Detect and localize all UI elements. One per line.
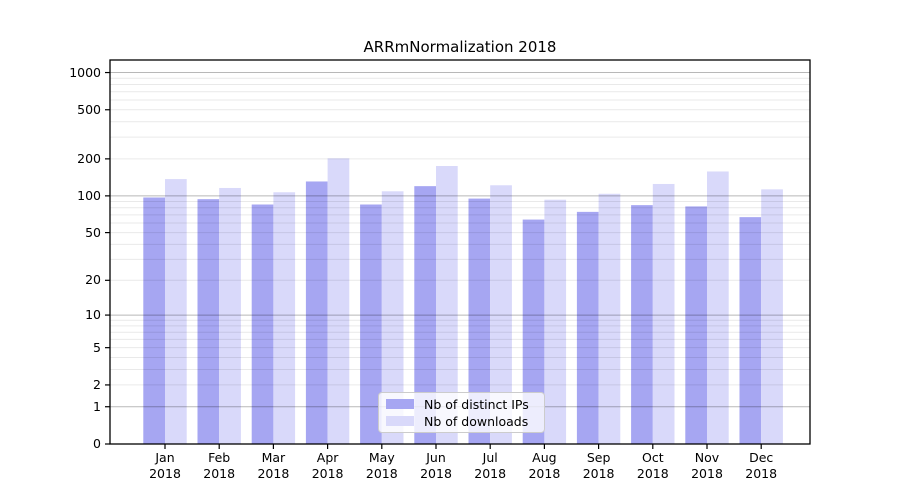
legend-item: Nb of downloads <box>386 413 536 429</box>
month-label: Feb <box>208 450 231 465</box>
year-label: 2018 <box>257 465 290 481</box>
y-tick-label: 1 <box>93 398 101 414</box>
x-tick-label-feb: Feb 2018 <box>191 450 247 481</box>
bar-distinct-ips-jul <box>468 198 491 444</box>
month-label: Mar <box>261 450 286 465</box>
bar-downloads-oct <box>652 183 675 444</box>
x-tick-label-apr: Apr 2018 <box>300 450 356 481</box>
y-tick-label: 2 <box>93 376 101 392</box>
y-tick-label: 100 <box>77 187 101 203</box>
year-label: 2018 <box>636 465 669 481</box>
year-label: 2018 <box>745 465 778 481</box>
bar-distinct-ips-apr <box>305 181 328 444</box>
year-label: 2018 <box>691 465 723 481</box>
month-label: Jul <box>482 450 498 465</box>
y-tick-label: 1000 <box>69 64 101 80</box>
y-tick-label: 10 <box>85 307 101 323</box>
x-tick-label-may: May 2018 <box>354 450 410 481</box>
bar-distinct-ips-aug <box>522 219 545 444</box>
x-tick-label-jun: Jun 2018 <box>408 450 464 481</box>
year-label: 2018 <box>203 465 236 481</box>
month-label: Dec <box>749 450 774 465</box>
bar-distinct-ips-oct <box>631 205 653 444</box>
plot-frame <box>109 59 811 445</box>
x-tick-label-dec: Dec 2018 <box>733 450 789 481</box>
bar-downloads-jun <box>436 166 458 444</box>
y-tick-label: 50 <box>85 224 101 240</box>
bar-distinct-ips-may <box>360 204 382 444</box>
year-label: 2018 <box>474 465 507 481</box>
bar-distinct-ips-dec <box>739 217 762 444</box>
bar-downloads-nov <box>707 171 729 444</box>
month-label: Nov <box>694 450 720 465</box>
bar-downloads-may <box>381 191 404 444</box>
year-label: 2018 <box>528 465 561 481</box>
bar-downloads-jul <box>490 185 512 444</box>
month-label: Jan <box>155 450 175 465</box>
x-tick-label-sep: Sep 2018 <box>571 450 627 481</box>
bar-downloads-feb <box>219 187 241 444</box>
legend: Nb of distinct IPs Nb of downloads <box>378 392 545 433</box>
legend-item-label: Nb of distinct IPs <box>424 396 529 412</box>
x-tick-label-oct: Oct 2018 <box>625 450 681 481</box>
y-tick-label: 500 <box>77 101 101 117</box>
bar-downloads-mar <box>273 192 296 444</box>
bar-distinct-ips-feb <box>197 199 220 444</box>
x-tick-label-aug: Aug 2018 <box>516 450 572 481</box>
month-label: Sep <box>586 450 611 465</box>
legend-item: Nb of distinct IPs <box>386 396 536 412</box>
bar-distinct-ips-sep <box>576 211 599 444</box>
bar-downloads-dec <box>761 189 783 444</box>
year-label: 2018 <box>582 465 615 481</box>
bar-distinct-ips-jun <box>414 186 436 444</box>
month-label: May <box>368 450 395 465</box>
x-tick-label-mar: Mar 2018 <box>245 450 301 481</box>
year-label: 2018 <box>311 465 344 481</box>
legend-swatch <box>386 416 414 426</box>
bar-downloads-sep <box>598 193 621 444</box>
chart-title: ARRmNormalization 2018 <box>363 38 557 56</box>
bar-distinct-ips-jan <box>143 197 165 444</box>
y-tick-label: 20 <box>85 272 101 288</box>
x-tick-label-jan: Jan 2018 <box>137 450 193 481</box>
bar-distinct-ips-mar <box>251 204 274 444</box>
y-tick-label: 200 <box>77 150 101 166</box>
bar-distinct-ips-nov <box>685 206 707 444</box>
bar-downloads-aug <box>544 199 567 444</box>
legend-swatch <box>386 399 414 409</box>
bar-downloads-jan <box>165 179 187 445</box>
year-label: 2018 <box>365 465 398 481</box>
year-label: 2018 <box>420 465 452 481</box>
month-label: Oct <box>641 450 664 465</box>
year-label: 2018 <box>149 465 181 481</box>
month-label: Apr <box>316 450 339 465</box>
month-label: Aug <box>532 450 557 465</box>
y-tick-label: 5 <box>93 339 101 355</box>
x-tick-label-nov: Nov 2018 <box>679 450 735 481</box>
y-tick-label: 0 <box>93 436 101 451</box>
x-tick-label-jul: Jul 2018 <box>462 450 518 481</box>
bar-downloads-apr <box>327 158 350 445</box>
month-label: Jun <box>426 450 446 465</box>
legend-item-label: Nb of downloads <box>424 413 529 429</box>
